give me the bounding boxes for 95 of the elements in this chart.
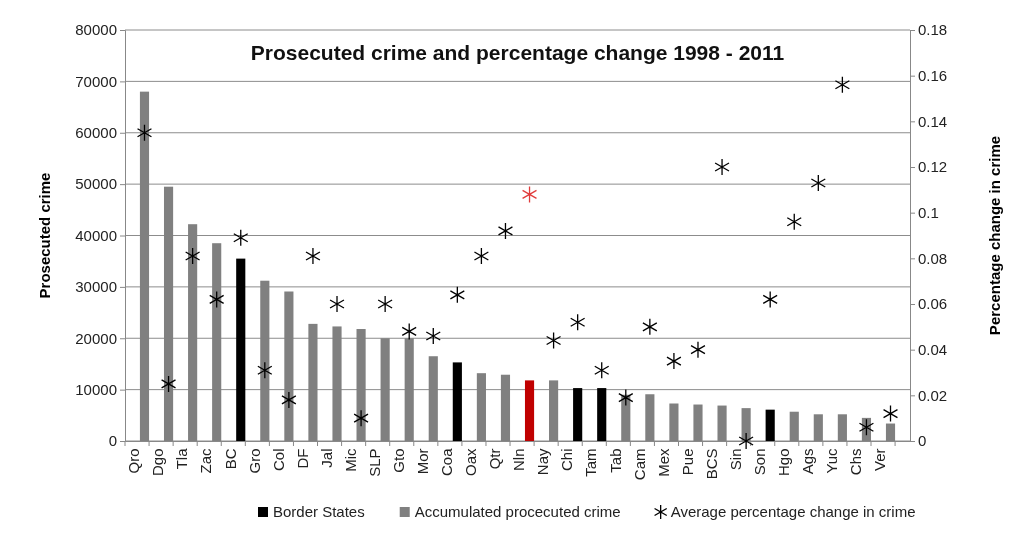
point xyxy=(305,247,321,265)
x-tick-label: Chi xyxy=(558,448,576,472)
y2-tick-label: 0.18 xyxy=(918,21,948,39)
bar xyxy=(524,380,535,441)
bar xyxy=(597,388,607,441)
x-tick-label: Chs xyxy=(847,448,865,476)
point xyxy=(425,327,441,345)
point xyxy=(762,290,778,309)
point xyxy=(449,286,465,304)
y2-tick-label: 0.04 xyxy=(918,340,948,358)
x-tick-label: Tab xyxy=(606,448,624,473)
x-tick-label: BC xyxy=(221,448,239,470)
y-axis-title: Prosecuted crime xyxy=(36,172,53,299)
point xyxy=(521,185,538,204)
point xyxy=(545,331,562,350)
point xyxy=(690,341,706,359)
point xyxy=(497,222,514,240)
x-tick-label: Yuc xyxy=(823,448,841,474)
legend-label: Border States xyxy=(273,503,365,520)
bar xyxy=(765,409,775,441)
y2-tick-label: 0.06 xyxy=(918,295,948,313)
x-tick-label: Tla xyxy=(173,447,191,470)
x-tick-label: Gto xyxy=(389,448,407,473)
y-tick-label: 40000 xyxy=(75,226,117,244)
x-tick-label: DF xyxy=(293,448,311,469)
y-tick-label: 60000 xyxy=(75,124,117,142)
point xyxy=(570,313,586,331)
x-tick-label: Nay xyxy=(534,448,552,476)
point xyxy=(160,375,177,393)
x-tick-label: Mex xyxy=(654,448,672,477)
y2-tick-label: 0.12 xyxy=(918,158,948,176)
point xyxy=(353,409,369,427)
y-tick-label: 50000 xyxy=(75,175,117,193)
text: Prosecuted crime and percentage change 1998 - 2011 xyxy=(250,41,785,64)
x-tick-label: Ver xyxy=(871,448,889,472)
point xyxy=(377,295,393,313)
x-tick-label: Mic xyxy=(341,448,359,472)
point xyxy=(209,290,225,309)
legend-label: Accumulated procecuted crime xyxy=(414,503,621,520)
x-tick-label: Coa xyxy=(438,447,456,477)
point xyxy=(810,174,826,192)
y2-axis-title: Percentage change in crime xyxy=(986,135,1003,336)
bar xyxy=(573,388,583,441)
point xyxy=(281,391,297,409)
point xyxy=(642,318,658,336)
point xyxy=(738,432,754,450)
point xyxy=(401,322,417,341)
bar xyxy=(452,362,462,441)
y-tick-label: 70000 xyxy=(75,72,117,90)
point xyxy=(329,295,345,313)
y2-tick-label: 0.1 xyxy=(918,203,939,221)
point xyxy=(834,76,850,94)
y-tick-label: 10000 xyxy=(75,380,117,398)
y-tick-label: 0 xyxy=(108,432,117,450)
x-tick-label: Hgo xyxy=(775,448,792,477)
x-tick-label: Tam xyxy=(582,448,600,477)
y2-tick-label: 0 xyxy=(918,432,927,450)
y-tick-label: 30000 xyxy=(75,278,117,296)
x-tick-label: Qtr xyxy=(486,448,504,470)
point xyxy=(666,352,682,370)
x-tick-label: Zac xyxy=(197,448,215,474)
x-tick-label: Jal xyxy=(317,448,335,468)
y2-tick-label: 0.08 xyxy=(918,249,948,267)
point xyxy=(858,418,875,436)
x-tick-label: Mor xyxy=(414,448,432,475)
bar xyxy=(236,258,246,441)
point xyxy=(618,388,634,407)
point xyxy=(714,158,730,176)
x-tick-label: Oax xyxy=(462,448,480,477)
point xyxy=(594,361,610,379)
x-tick-label: Cam xyxy=(630,448,648,481)
y2-tick-label: 0.14 xyxy=(918,112,948,130)
x-tick-label: Nln xyxy=(510,448,528,472)
y-tick-label: 80000 xyxy=(75,21,117,39)
x-tick-label: Sin xyxy=(726,448,744,471)
point xyxy=(185,247,201,265)
point xyxy=(136,124,153,142)
x-tick-label: Dgo xyxy=(149,448,167,477)
legend-label: Average percentage change in crime xyxy=(670,503,916,520)
x-tick-label: Ags xyxy=(799,448,817,475)
y2-tick-label: 0.16 xyxy=(918,66,948,84)
x-tick-label: Gro xyxy=(245,448,263,474)
x-tick-label: Son xyxy=(750,448,768,476)
x-tick-label: Pue xyxy=(678,448,696,476)
x-tick-label: Qro xyxy=(125,448,143,474)
point xyxy=(233,229,249,247)
point xyxy=(786,213,802,231)
x-tick-label: SLP xyxy=(365,448,383,477)
point xyxy=(882,404,899,423)
x-tick-label: BCS xyxy=(702,448,720,480)
point xyxy=(257,361,273,379)
x-tick-label: Col xyxy=(269,448,287,472)
y2-tick-label: 0.02 xyxy=(918,386,948,404)
y-tick-label: 20000 xyxy=(75,329,117,347)
point xyxy=(473,247,490,265)
